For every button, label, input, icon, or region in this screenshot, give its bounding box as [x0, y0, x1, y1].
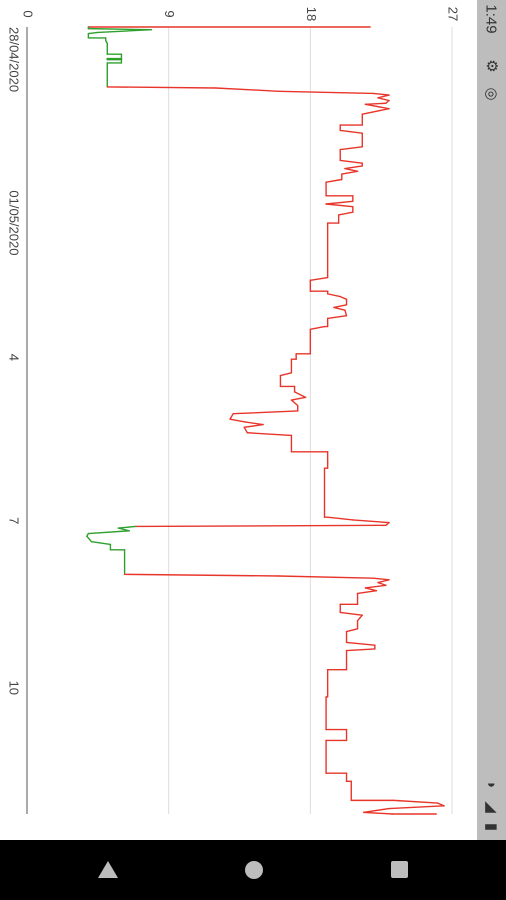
back-button[interactable]	[96, 858, 120, 882]
data-segment	[243, 423, 264, 429]
data-segment	[325, 178, 343, 183]
data-segment	[293, 391, 307, 399]
data-segment	[243, 426, 249, 434]
data-segment	[232, 410, 299, 415]
data-segment	[325, 203, 354, 208]
data-segment	[364, 102, 387, 106]
navigation-bar	[0, 840, 506, 900]
data-segment	[372, 577, 390, 581]
data-segment	[87, 530, 131, 535]
y-tick-label: 18	[304, 7, 319, 21]
data-segment	[364, 587, 378, 592]
data-segment	[339, 295, 348, 301]
x-tick-label: 10	[7, 681, 22, 695]
data-segment	[278, 90, 374, 95]
data-segment	[326, 516, 354, 521]
data-segment	[243, 421, 264, 426]
data-segment	[361, 107, 390, 115]
data-segment	[246, 432, 293, 437]
data-segment	[86, 535, 93, 543]
data-segment	[309, 276, 329, 281]
data-segment	[345, 641, 376, 646]
data-segment	[372, 92, 390, 96]
data-segment	[345, 648, 376, 652]
data-segment	[278, 575, 374, 579]
data-segment	[229, 412, 234, 420]
x-tick-label: 01/05/2020	[7, 190, 22, 255]
data-segment	[290, 399, 299, 407]
data-segment	[356, 589, 378, 595]
data-segment	[333, 304, 348, 309]
data-segment	[326, 293, 341, 298]
data-segment	[134, 524, 387, 528]
data-segment	[339, 129, 363, 134]
data-segment	[290, 396, 307, 401]
data-segment	[356, 614, 363, 622]
battery-icon: ▮	[483, 822, 500, 832]
status-bar	[477, 0, 506, 840]
data-segment	[363, 811, 393, 815]
data-segment	[352, 519, 390, 524]
data-segment	[339, 159, 363, 164]
data-segment	[87, 31, 99, 35]
data-segment	[97, 29, 153, 34]
y-tick-label: 9	[162, 10, 177, 17]
data-segment	[388, 805, 445, 810]
data-segment	[377, 579, 390, 584]
data-segment	[377, 97, 390, 102]
data-segment	[123, 573, 280, 577]
data-segment	[333, 306, 346, 311]
data-segment	[344, 165, 363, 170]
data-segment	[337, 211, 354, 216]
y-tick-label: 27	[446, 7, 461, 21]
data-segment	[377, 94, 390, 99]
data-segment	[345, 628, 359, 633]
home-button[interactable]	[242, 858, 266, 882]
location-icon: ◎	[483, 87, 500, 101]
data-segment	[279, 372, 293, 377]
signal-icon: ◢	[483, 801, 500, 813]
data-segment	[344, 309, 348, 317]
data-segment	[229, 418, 245, 423]
data-segment	[341, 170, 359, 175]
data-segment	[363, 807, 390, 814]
recents-button[interactable]	[388, 858, 412, 882]
data-segment	[215, 87, 280, 92]
data-segment	[326, 314, 348, 320]
wifi-icon: ◗	[483, 780, 500, 790]
data-segment	[90, 540, 112, 546]
data-segment	[344, 167, 359, 173]
x-tick-label: 7	[7, 517, 22, 524]
y-tick-label: 0	[21, 10, 36, 17]
status-time: 1:49	[482, 4, 500, 34]
data-segment	[339, 146, 363, 151]
data-segment	[364, 103, 390, 110]
x-tick-label: 28/04/2020	[7, 27, 22, 92]
gear-icon: ⚙	[483, 59, 500, 73]
x-tick-label: 4	[7, 354, 22, 361]
data-segment	[309, 325, 326, 330]
data-segment	[106, 86, 217, 89]
data-segment	[364, 584, 387, 589]
data-segment	[393, 799, 439, 804]
data-segment	[87, 27, 153, 31]
data-segment	[325, 200, 354, 205]
data-segment	[339, 611, 363, 616]
data-segment	[117, 525, 137, 529]
